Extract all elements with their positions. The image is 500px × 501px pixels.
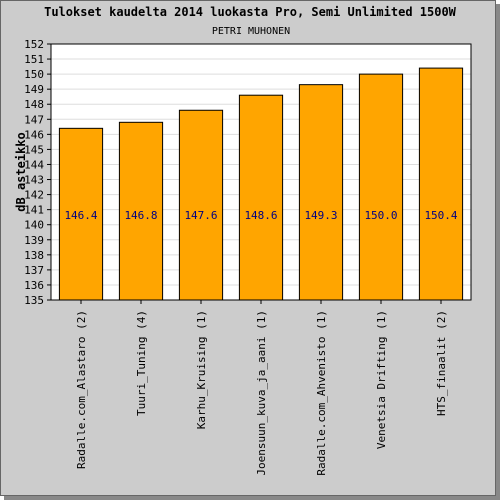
- bar-value-label: 150.0: [364, 209, 397, 222]
- y-tick-label: 148: [24, 98, 44, 111]
- bar: [358, 73, 404, 301]
- x-tick-label: Joensuun_kuva_ja_aani (1): [255, 310, 268, 476]
- y-tick-label: 136: [24, 279, 44, 292]
- y-tick-label: 146: [24, 128, 44, 141]
- y-tick-label: 143: [24, 174, 44, 187]
- y-tick-label: 147: [24, 113, 44, 126]
- y-axis-ticks: 135 136 137 138 139 140 141 142 143 144 145 146 147 1…: [24, 38, 51, 307]
- y-tick-label: 141: [24, 204, 44, 217]
- bars: [58, 67, 464, 301]
- bar: [418, 67, 464, 301]
- x-tick-label: Karhu_Kruising (1): [195, 310, 208, 429]
- y-tick-label: 135: [24, 294, 44, 307]
- x-axis-ticks: Radalle.com_Alastaro (2) Tuuri_Tuning (4)…: [75, 300, 448, 476]
- chart-subtitle: PETRI MUHONEN: [212, 26, 290, 37]
- y-tick-label: 145: [24, 143, 44, 156]
- bar-value-label: 150.4: [424, 209, 457, 222]
- bar: [298, 84, 344, 301]
- y-tick-label: 149: [24, 83, 44, 96]
- y-tick-label: 138: [24, 249, 44, 262]
- x-tick-label: Radalle.com_Alastaro (2): [75, 310, 88, 469]
- y-tick-label: 137: [24, 264, 44, 277]
- bar-value-label: 147.6: [184, 209, 217, 222]
- y-tick-label: 144: [24, 158, 44, 171]
- x-tick-label: HTS_finaalit (2): [435, 310, 448, 416]
- y-tick-label: 142: [24, 189, 44, 202]
- y-tick-label: 150: [24, 68, 44, 81]
- bar-value-label: 149.3: [304, 209, 337, 222]
- x-tick-label: Venetsia Drifting (1): [375, 310, 388, 449]
- x-tick-label: Radalle.com_Ahvenisto (1): [315, 310, 328, 476]
- bar-value-label: 148.6: [244, 209, 277, 222]
- bar: [58, 127, 104, 301]
- y-axis-label: dB asteikko: [14, 132, 28, 211]
- bar: [238, 94, 284, 301]
- bar: [118, 121, 164, 301]
- y-tick-label: 151: [24, 53, 44, 66]
- y-tick-label: 139: [24, 234, 44, 247]
- bar-value-label: 146.4: [64, 209, 97, 222]
- bar-value-label: 146.8: [124, 209, 157, 222]
- y-tick-label: 152: [24, 38, 44, 51]
- chart-title: Tulokset kaudelta 2014 luokasta Pro, Sem…: [44, 5, 457, 19]
- y-tick-label: 140: [24, 219, 44, 232]
- x-tick-label: Tuuri_Tuning (4): [135, 310, 148, 416]
- bar: [178, 109, 224, 301]
- bar-value-labels: 146.4 146.8 147.6 148.6 149.3 150.0 150.4: [64, 209, 457, 222]
